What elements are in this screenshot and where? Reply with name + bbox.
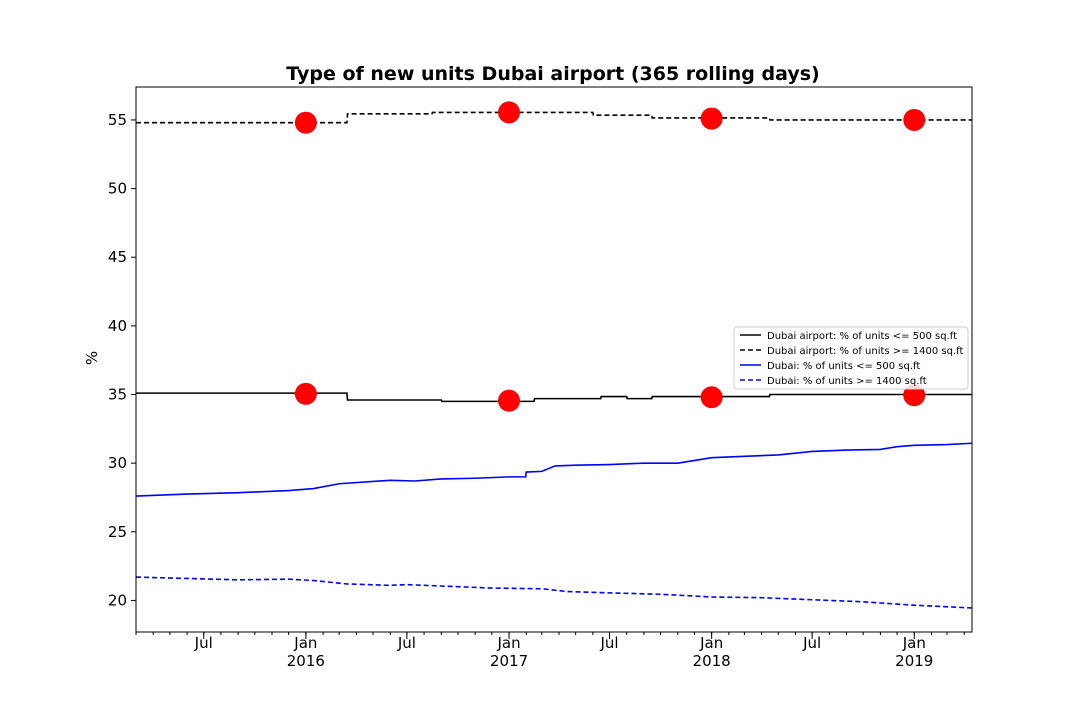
x-tick-label-2: Jan [293,634,317,652]
series-line-2 [136,111,972,124]
marker-point-1 [294,382,317,405]
marker-point-4 [903,384,926,407]
y-tick-label-30: 30 [108,454,127,472]
marker-point-6 [498,101,521,124]
legend: Dubai airport: % of units <= 500 sq.ft Du… [733,326,969,390]
legend-label-2: Dubai airport: % of units >= 1400 sq.ft [767,346,963,357]
y-tick-label-25: 25 [108,523,127,541]
legend-box [733,326,969,390]
x-tick-label-4: Jan [496,634,520,652]
chart-title: Type of new units Dubai airport (365 rol… [286,63,819,85]
series-line-3 [135,442,973,497]
y-tick-label-50: 50 [108,180,127,198]
legend-label-4: Dubai: % of units >= 1400 sq.ft [767,376,927,387]
marker-point-3 [700,386,723,409]
y-axis-label: % [83,351,101,365]
x-tick-year-label-2: 2016 [287,652,325,670]
legend-label-3: Dubai: % of units <= 500 sq.ft [767,361,920,372]
y-tick-label-35: 35 [108,386,127,404]
x-tick-label-7: Jul [802,634,821,652]
x-tick-label-5: Jul [599,634,618,652]
x-tick-year-label-6: 2018 [693,652,731,670]
x-tick-label-8: Jan [902,634,926,652]
marker-point-7 [700,107,723,130]
marker-point-2 [498,389,521,412]
marker-point-8 [903,108,926,131]
x-tick-label-1: Jul [194,634,213,652]
series-line-1 [136,392,972,403]
x-tick-label-3: Jul [397,634,416,652]
y-tick-label-40: 40 [108,317,127,335]
y-tick-label-45: 45 [108,248,127,266]
marker-point-5 [294,111,317,134]
legend-label-1: Dubai airport: % of units <= 500 sq.ft [767,331,957,342]
series-line-4 [135,576,973,609]
y-tick-label-55: 55 [108,111,127,129]
y-tick-label-20: 20 [108,591,127,609]
x-tick-label-6: Jan [699,634,723,652]
x-tick-year-label-4: 2017 [490,652,528,670]
plot-area [135,101,973,609]
x-tick-year-label-8: 2019 [895,652,933,670]
plot-frame [135,86,973,633]
